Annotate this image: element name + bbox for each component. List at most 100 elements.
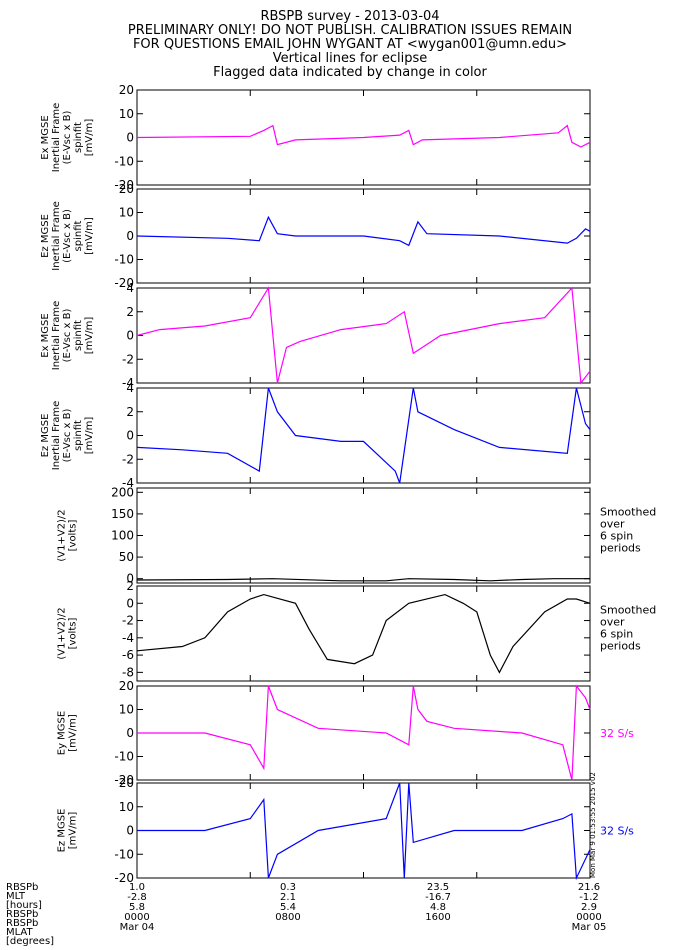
panel-5-right-label-3: periods [600,542,641,555]
footer-col-3-value-2: 2.9 [581,902,597,913]
panel-6-frame [136,585,591,682]
panel-4-ytick-label-1: 2 [126,405,134,419]
footer-row-label-5: MLAT [6,927,33,938]
footer-col-0-value-1: -2.8 [127,892,147,903]
panel-6-ytick-label-1: 0 [126,596,134,610]
chart-title: RBSPB survey - 2013-03-04 [260,9,440,24]
panel-5-frame [136,487,591,584]
footer-col-0-value-4: Mar 04 [120,922,155,933]
panel-7-series-line [137,684,591,781]
panel-5-right-label-1: over [600,518,625,531]
panel-4-ytick-label-0: 4 [126,381,134,395]
footer-col-2-value-2: 4.8 [430,902,446,913]
panel-2-ylabel-3: spinfit [73,220,84,251]
panel-8-ylabel-0: Ez MGSE [57,809,68,853]
footer-row-label-4: RBSPb [6,918,38,929]
panel-1-ylabel-2: (E-Vsc x B) [62,110,73,164]
panel-2-ytick-label-1: 10 [119,206,134,220]
footer-col-2-value-0: 23.5 [427,882,449,893]
panel-2-ytick-label-4: -20 [114,276,134,290]
panel-5-ylabel-0: (V1+V2)/2 [57,509,68,561]
panel-6-series-line [136,593,591,674]
panel-6-ytick-label-3: -4 [122,631,134,645]
footer-col-3-value-3: 0000 [576,912,601,923]
panel-8-ytick-label-1: 10 [119,800,134,814]
panel-3-ytick-label-4: -4 [122,376,134,390]
panel-6-ytick-label-2: -2 [122,614,134,628]
panel-4-ylabel-0: Ez MGSE [40,414,51,458]
panel-8-right-label-0: 32 S/s [600,825,634,838]
warning-line-1: PRELIMINARY ONLY! DO NOT PUBLISH. CALIBR… [127,23,573,38]
footer-row-label-2: [hours] [6,900,42,911]
panel-7-right-label-0: 32 S/s [600,727,634,740]
panel-7-ytick-label-4: -20 [114,773,134,787]
panel-1-ytick-label-0: 20 [119,83,134,97]
footer-col-2-value-1: -16.7 [425,892,451,903]
footer-col-2-value-3: 1600 [425,912,450,923]
footer-col-3-value-1: -1.2 [579,892,599,903]
panel-6-ylabel-0: (V1+V2)/2 [57,607,68,659]
panel-8-ylabel-1: [mV/m] [68,812,79,850]
panel-6-right-label-1: over [600,616,625,629]
note-flagged: Flagged data indicated by change in colo… [213,65,487,80]
footer-row-label-1: MLT [6,891,26,902]
panel-8-ytick-label-4: -20 [114,871,134,885]
panel-2-ylabel-4: [mV/m] [84,217,95,255]
panel-7-ylabel-1: [mV/m] [68,714,79,752]
panel-7-ylabel-0: Ey MGSE [57,711,68,755]
panel-4-ylabel-4: [mV/m] [84,417,95,455]
panel-2-ytick-label-0: 20 [119,182,134,196]
footer-col-1-value-0: 0.3 [280,882,296,893]
panel-5-ylabel-1: [volts] [68,520,79,552]
footer-col-0-value-0: 1.0 [129,882,145,893]
footer-timestamp: Mon Mar 9 01:53:55 2015 v02 [589,772,597,878]
panel-8-ytick-label-3: -10 [114,847,134,861]
panel-3-ylabel-4: [mV/m] [84,317,95,355]
footer-row-label-0: RBSPb [6,882,38,893]
panel-1-ytick-label-4: -20 [114,178,134,192]
warning-line-2: FOR QUESTIONS EMAIL JOHN WYGANT AT <wyga… [132,37,568,52]
panel-7-ytick-label-1: 10 [119,703,134,717]
panel-6-right-label-3: periods [600,640,641,653]
panel-6-right-label-0: Smoothed [600,604,656,617]
footer-col-3-value-4: Mar 05 [572,922,607,933]
footer-col-3-value-0: 21.6 [578,882,600,893]
panel-1-series-line [136,124,591,148]
panel-6-right-label-2: 6 spin [600,628,633,641]
panel-2-ytick-label-3: -10 [114,253,134,267]
panel-4-series-line [136,387,591,484]
footer-col-1-value-2: 5.4 [280,902,296,913]
panel-3-ylabel-0: Ex MGSE [40,313,51,357]
panel-4-ytick-label-3: -2 [122,452,134,466]
panel-4-ylabel-2: (E-Vsc x B) [62,408,73,462]
panel-6-ytick-label-5: -8 [122,665,134,679]
panel-6-ytick-label-0: 2 [126,579,134,593]
panel-2-ytick-label-2: 0 [126,229,134,243]
panel-4-frame [136,387,591,484]
panel-5-right-label-2: 6 spin [600,530,633,543]
chart-header: RBSPB survey - 2013-03-04 PRELIMINARY ON… [0,10,700,80]
panel-5-series-line [136,578,590,582]
panel-2-ylabel-1: Inertial Frame [51,201,62,271]
panel-3-ytick-label-3: -2 [122,352,134,366]
panel-8-ytick-label-2: 0 [126,824,134,838]
panel-5-right-label-0: Smoothed [600,506,656,519]
panel-2-ylabel-0: Ez MGSE [40,214,51,258]
footer-col-0-value-3: 0000 [124,912,149,923]
panel-1-ylabel-0: Ex MGSE [40,115,51,159]
note-eclipse: Vertical lines for eclipse [272,51,428,66]
footer-row-label-3: RBSPb [6,909,38,920]
panel-3-series-line [136,286,591,385]
panel-5-ytick-label-3: 50 [119,550,134,564]
panel-3-ytick-label-1: 2 [126,305,134,319]
panel-7-ytick-label-3: -10 [114,750,134,764]
footer-col-0-value-2: 5.8 [129,902,145,913]
panel-4-ytick-label-2: 0 [126,429,134,443]
panel-3-ytick-label-0: 4 [126,281,134,295]
panel-5-ytick-label-0: 200 [111,485,134,499]
footer-col-1-value-1: 2.1 [280,892,296,903]
panel-7-ytick-label-0: 20 [119,679,134,693]
panel-3-ylabel-3: spinfit [73,320,84,351]
panel-5-ytick-label-2: 100 [111,529,134,543]
